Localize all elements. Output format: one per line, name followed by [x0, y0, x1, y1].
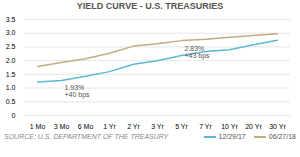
html-text:YIELD CURVE - U.S. TREASURIES: YIELD CURVE - U.S. TREASURIES — [76, 1, 224, 11]
svg-text:30 Yr: 30 Yr — [269, 123, 286, 130]
svg-text:10 Yr: 10 Yr — [221, 123, 238, 130]
svg-text:5 Yr: 5 Yr — [175, 123, 188, 130]
svg-text:2 Yr: 2 Yr — [127, 123, 140, 130]
html-text:SOURCE: U.S. DEPARTMENT OF THE: SOURCE: U.S. DEPARTMENT OF THE TREASURY — [4, 133, 169, 140]
svg-text:3 Mo: 3 Mo — [54, 123, 70, 130]
svg-text:20 Yr: 20 Yr — [245, 123, 262, 130]
svg-text:3.0: 3.0 — [6, 29, 16, 36]
html-text:06/27/18: 06/27/18 — [268, 133, 296, 140]
svg-text:2.83%+43 bps: 2.83%+43 bps — [185, 45, 211, 60]
svg-text:3 Yr: 3 Yr — [151, 123, 164, 130]
svg-text:6 Mo: 6 Mo — [78, 123, 94, 130]
svg-text:1.0: 1.0 — [6, 84, 16, 91]
svg-text:0.5: 0.5 — [6, 98, 16, 105]
html-text:12/29/17: 12/29/17 — [218, 133, 246, 140]
svg-text:0: 0 — [12, 112, 16, 119]
svg-text:2.5: 2.5 — [6, 43, 16, 50]
svg-text:1 Yr: 1 Yr — [103, 123, 116, 130]
svg-text:1 Mo: 1 Mo — [30, 123, 46, 130]
svg-text:7 Yr: 7 Yr — [199, 123, 212, 130]
svg-text:2.0: 2.0 — [6, 57, 16, 64]
svg-text:3.5: 3.5 — [6, 16, 16, 23]
svg-text:1.5: 1.5 — [6, 71, 16, 78]
svg-text:1.93%+40 bps: 1.93%+40 bps — [65, 84, 91, 99]
